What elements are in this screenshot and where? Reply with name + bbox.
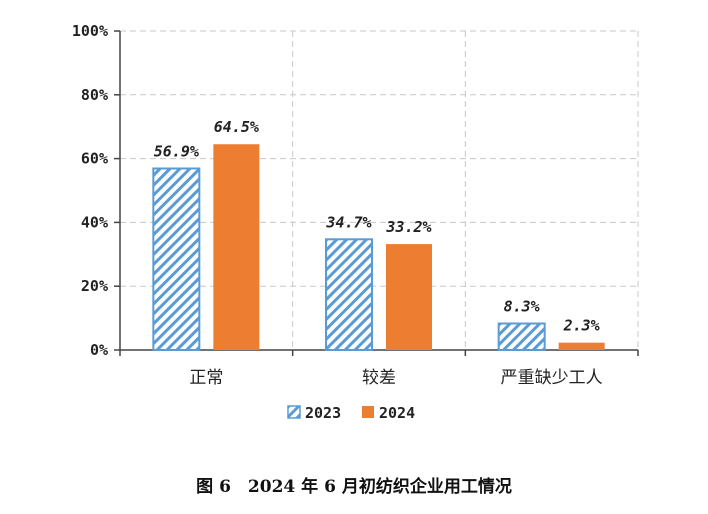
bar-2024-2: [558, 342, 605, 350]
y-tick-label: 80%: [81, 86, 108, 104]
bar-2024-1: [386, 244, 432, 350]
y-tick-label: 0%: [90, 341, 108, 359]
y-axis-ticks: 0% 20% 40% 60% 80% 100%: [72, 22, 108, 359]
data-label-2024-2: 2.3%: [563, 317, 600, 335]
data-label-2023-0: 56.9%: [154, 142, 199, 160]
figure-caption: 图 6 2024 年 6 月初纺织企业用工情况: [196, 476, 512, 497]
y-tick-label: 60%: [81, 150, 108, 168]
data-label-2024-0: 64.5%: [214, 118, 259, 136]
legend: 2023 2024: [287, 404, 415, 422]
bars: [152, 144, 605, 352]
legend-swatch-2023: [287, 405, 301, 419]
bar-2023-0: [152, 167, 201, 351]
y-tick-label: 20%: [81, 277, 108, 295]
axes: [114, 30, 639, 356]
data-labels: 56.9% 64.5% 34.7% 33.2% 8.3% 2.3%: [154, 118, 600, 334]
category-label-1: 较差: [362, 368, 396, 388]
y-tick-label: 40%: [81, 213, 108, 231]
data-label-2023-2: 8.3%: [504, 298, 540, 316]
legend-swatch-2024: [362, 406, 374, 418]
category-label-0: 正常: [189, 368, 223, 388]
gridlines: [120, 30, 639, 350]
category-labels: 正常 较差 严重缺少工人: [189, 368, 602, 388]
y-tick-label: 100%: [72, 22, 108, 40]
legend-label-2023: 2023: [305, 404, 341, 422]
category-label-2: 严重缺少工人: [501, 368, 603, 388]
bar-2024-0: [213, 144, 260, 350]
legend-label-2024: 2024: [379, 404, 415, 422]
data-label-2023-1: 34.7%: [325, 213, 371, 231]
data-label-2024-1: 33.2%: [385, 218, 431, 236]
bar-2023-2: [497, 322, 546, 352]
bar-2023-1: [325, 238, 373, 352]
